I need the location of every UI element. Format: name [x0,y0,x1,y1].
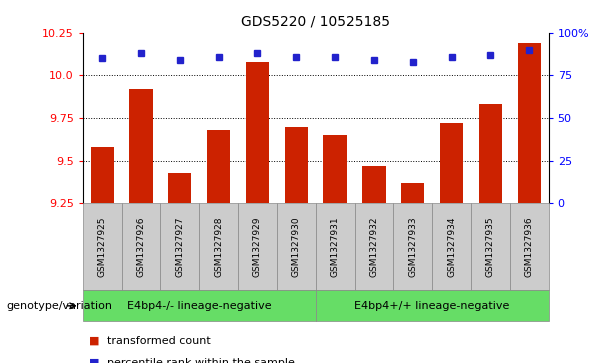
Text: GSM1327931: GSM1327931 [330,216,340,277]
Bar [432,203,471,290]
Text: GSM1327934: GSM1327934 [447,217,456,277]
Bar [324,135,347,203]
Bar [199,203,238,290]
Text: GSM1327925: GSM1327925 [97,217,107,277]
Bar [316,290,549,321]
Title: GDS5220 / 10525185: GDS5220 / 10525185 [241,15,390,29]
Bar [207,130,230,203]
Bar [401,183,424,203]
Bar [238,203,277,290]
Bar [354,203,394,290]
Text: E4bp4-/- lineage-negative: E4bp4-/- lineage-negative [127,301,272,311]
Bar [121,203,161,290]
Text: GSM1327936: GSM1327936 [525,216,534,277]
Bar [362,166,386,203]
Bar [517,43,541,203]
Bar [284,127,308,203]
Bar [168,172,191,203]
Bar [316,203,354,290]
Bar [440,123,463,203]
Text: E4bp4+/+ lineage-negative: E4bp4+/+ lineage-negative [354,301,510,311]
Text: percentile rank within the sample: percentile rank within the sample [107,358,295,363]
Text: GSM1327929: GSM1327929 [253,217,262,277]
Bar [83,203,121,290]
Text: GSM1327932: GSM1327932 [370,217,378,277]
Text: GSM1327928: GSM1327928 [214,217,223,277]
Bar [246,62,269,203]
Bar [394,203,432,290]
Text: GSM1327935: GSM1327935 [486,216,495,277]
Text: GSM1327930: GSM1327930 [292,216,301,277]
Text: ■: ■ [89,336,99,346]
Bar [83,290,316,321]
Text: genotype/variation: genotype/variation [6,301,112,311]
Bar [91,147,114,203]
Bar [510,203,549,290]
Bar [161,203,199,290]
Text: transformed count: transformed count [107,336,211,346]
Text: GSM1327927: GSM1327927 [175,217,185,277]
Bar [471,203,510,290]
Bar [479,104,502,203]
Text: GSM1327926: GSM1327926 [137,217,145,277]
Bar [277,203,316,290]
Bar [129,89,153,203]
Text: GSM1327933: GSM1327933 [408,216,417,277]
Text: ■: ■ [89,358,99,363]
